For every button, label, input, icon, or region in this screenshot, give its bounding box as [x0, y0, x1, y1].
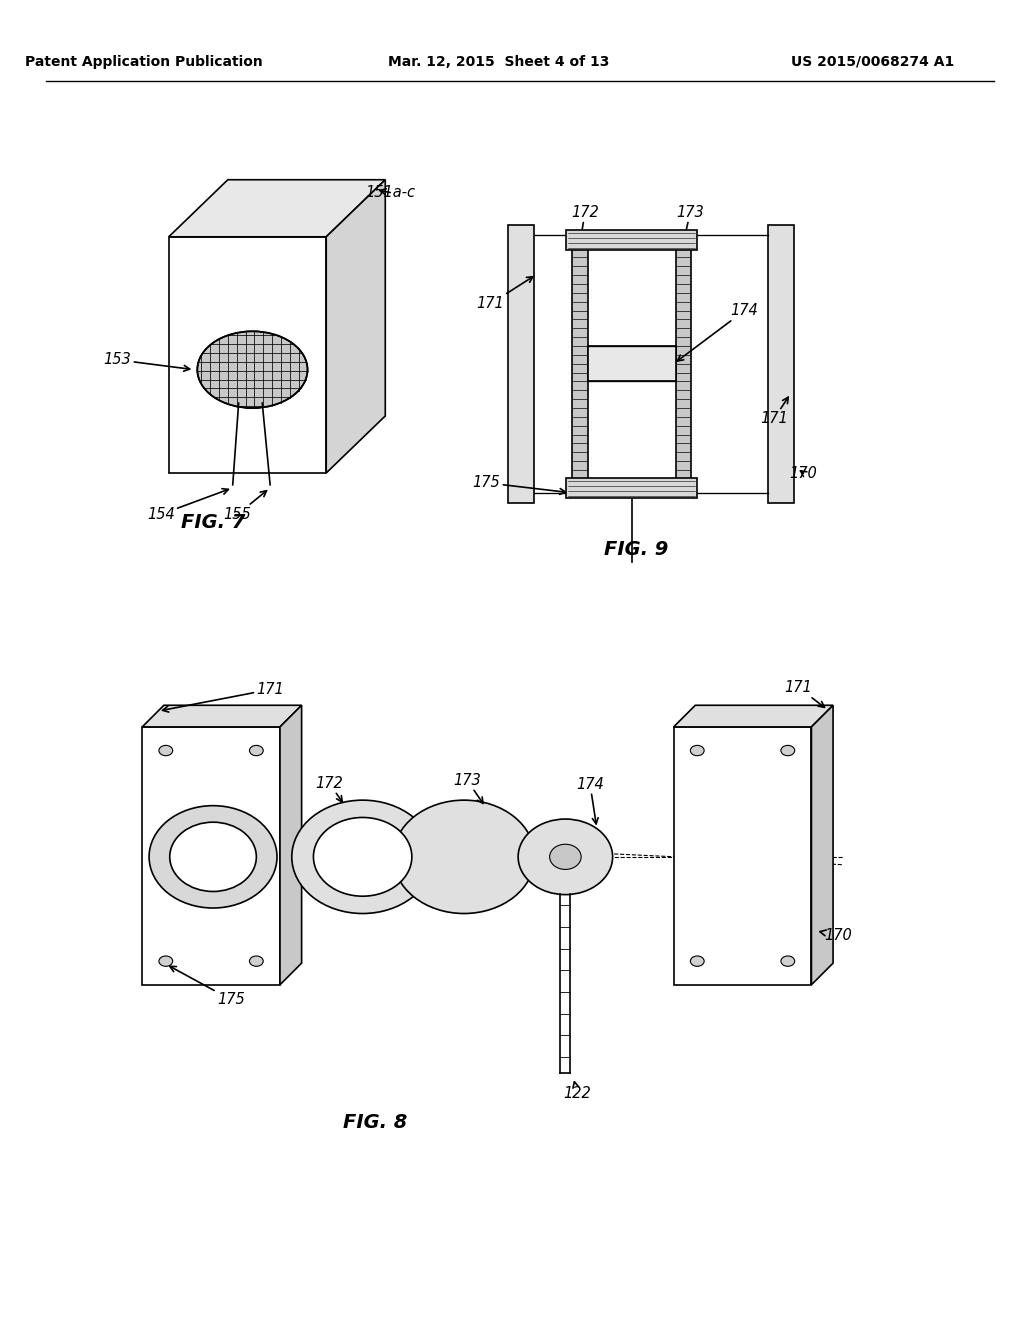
- Text: 175: 175: [473, 475, 565, 495]
- Polygon shape: [768, 224, 794, 503]
- Text: 172: 172: [315, 776, 343, 803]
- Ellipse shape: [159, 956, 173, 966]
- Ellipse shape: [159, 746, 173, 756]
- Polygon shape: [169, 236, 327, 473]
- Text: 173: 173: [677, 205, 705, 238]
- Text: FIG. 7: FIG. 7: [181, 512, 245, 532]
- Polygon shape: [588, 346, 676, 381]
- Polygon shape: [169, 180, 385, 236]
- Polygon shape: [566, 478, 697, 498]
- Polygon shape: [142, 705, 302, 727]
- Polygon shape: [811, 705, 834, 985]
- Ellipse shape: [250, 956, 263, 966]
- Polygon shape: [142, 727, 280, 985]
- Text: Mar. 12, 2015  Sheet 4 of 13: Mar. 12, 2015 Sheet 4 of 13: [388, 54, 609, 69]
- Text: FIG. 8: FIG. 8: [343, 1113, 408, 1133]
- Text: 171: 171: [760, 397, 788, 426]
- Text: 151a-c: 151a-c: [366, 185, 415, 201]
- Text: 153: 153: [103, 352, 189, 371]
- Polygon shape: [508, 224, 534, 503]
- Text: 122: 122: [563, 1081, 591, 1101]
- Ellipse shape: [781, 746, 795, 756]
- Ellipse shape: [313, 817, 412, 896]
- Text: 174: 174: [677, 304, 759, 360]
- Text: 171: 171: [477, 277, 532, 312]
- Ellipse shape: [170, 822, 256, 891]
- Polygon shape: [676, 244, 691, 483]
- Text: 171: 171: [784, 680, 824, 708]
- Polygon shape: [674, 705, 834, 727]
- Text: 174: 174: [577, 776, 604, 824]
- Polygon shape: [674, 727, 811, 985]
- Ellipse shape: [393, 800, 535, 913]
- Text: 172: 172: [571, 205, 599, 238]
- Ellipse shape: [690, 746, 705, 756]
- Text: 170: 170: [790, 466, 817, 480]
- Ellipse shape: [518, 818, 612, 895]
- Ellipse shape: [690, 956, 705, 966]
- Text: 155: 155: [224, 491, 266, 521]
- Text: 175: 175: [170, 966, 245, 1007]
- Polygon shape: [572, 244, 588, 483]
- Text: 170: 170: [820, 928, 852, 942]
- Ellipse shape: [250, 746, 263, 756]
- Ellipse shape: [292, 800, 433, 913]
- Ellipse shape: [550, 845, 582, 870]
- Ellipse shape: [198, 331, 307, 408]
- Ellipse shape: [781, 956, 795, 966]
- Ellipse shape: [150, 805, 278, 908]
- Polygon shape: [280, 705, 302, 985]
- Polygon shape: [327, 180, 385, 473]
- Text: US 2015/0068274 A1: US 2015/0068274 A1: [791, 54, 954, 69]
- Polygon shape: [566, 230, 697, 249]
- Text: Patent Application Publication: Patent Application Publication: [26, 54, 263, 69]
- Text: 154: 154: [147, 488, 228, 521]
- Text: 173: 173: [453, 772, 483, 804]
- Text: 171: 171: [163, 682, 284, 711]
- Text: FIG. 9: FIG. 9: [604, 540, 669, 560]
